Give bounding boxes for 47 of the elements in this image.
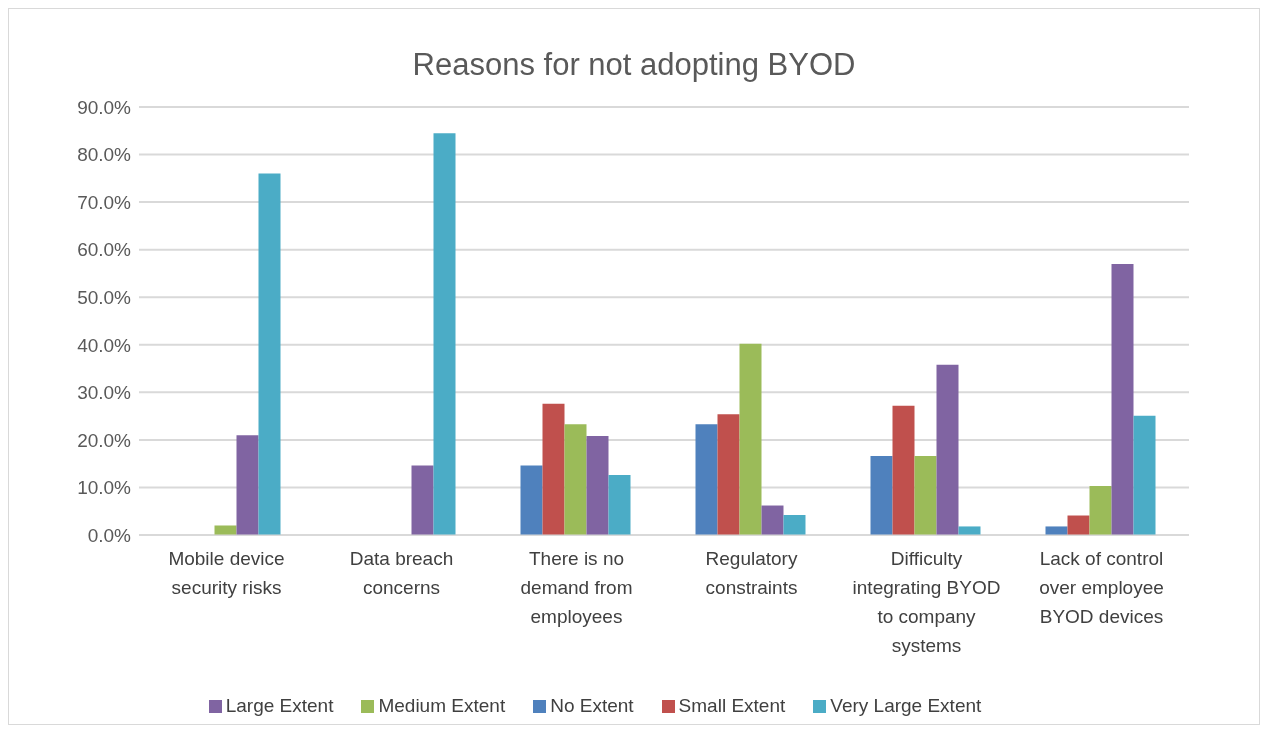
bar [761,505,784,535]
bar [258,173,281,535]
bar [433,133,456,535]
bar [695,424,718,535]
bar [892,405,915,535]
bar [739,343,762,535]
y-tick-label: 70.0% [77,191,132,213]
x-tick-label: Regulatory constraints [705,548,798,598]
y-tick-label: 40.0% [77,334,132,356]
bar [520,465,543,535]
bar [717,414,740,535]
bar [236,435,259,535]
bar [1067,515,1090,535]
legend-label: Large Extent [225,695,334,716]
y-tick-label: 20.0% [77,429,132,451]
chart-title: Reasons for not adopting BYOD [411,47,857,84]
bar [936,364,959,535]
legend-label: Very Large Extent [830,695,982,716]
x-tick-label: Lack of control over employee BYOD devices [1039,548,1164,627]
bar [1111,263,1134,535]
x-tick-label: Difficulty integrating BYOD to company systems [852,548,1001,656]
x-tick-label: There is no demand from employees [520,548,633,627]
y-tick-label: 50.0% [77,286,132,308]
bar [783,515,806,535]
bar [1133,415,1156,535]
bar [608,475,631,535]
legend-label: Small Extent [678,695,786,716]
bar [1045,526,1068,535]
y-tick-label: 0.0% [87,524,132,546]
bar [586,436,609,535]
bar [542,403,565,535]
x-tick-label: Mobile device security risks [168,548,285,598]
y-tick-label: 80.0% [77,144,132,166]
y-tick-label: 90.0% [77,96,132,118]
legend-label: No Extent [550,695,634,716]
bar [564,424,587,535]
x-tick-label: Data breach concerns [349,548,454,598]
legend-label: Medium Extent [378,695,506,716]
y-tick-label: 60.0% [77,239,132,261]
bar [958,526,981,535]
bar [870,456,893,535]
bar [914,456,937,535]
bar [411,465,434,535]
y-tick-label: 10.0% [77,477,132,499]
bar [214,525,237,535]
bar [1089,486,1112,535]
y-tick-label: 30.0% [77,382,132,404]
